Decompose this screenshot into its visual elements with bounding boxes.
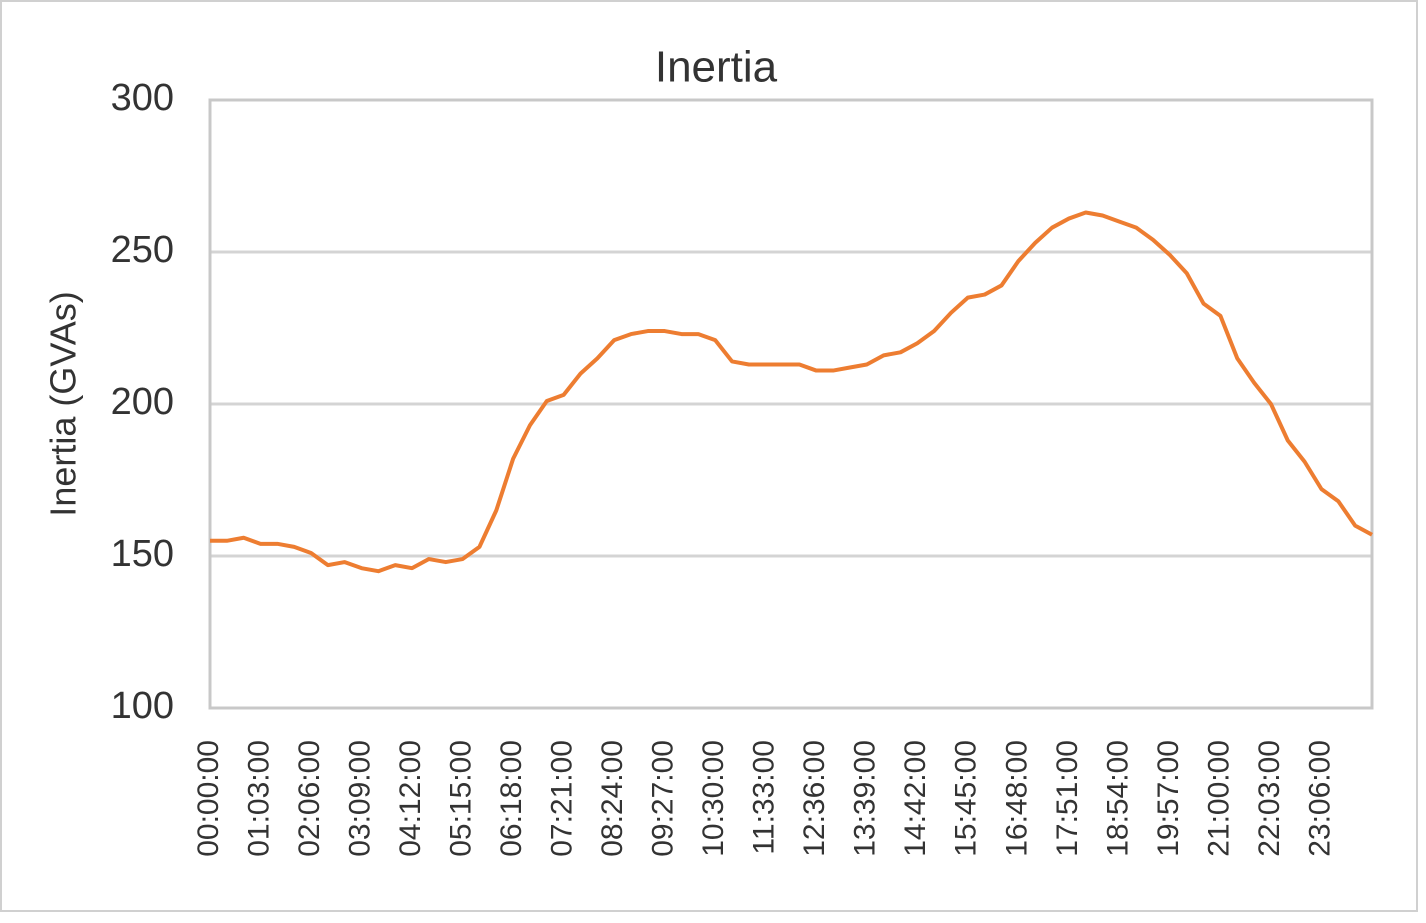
x-tick-label: 17:51:00 bbox=[1051, 740, 1084, 857]
x-tick-label: 14:42:00 bbox=[899, 740, 932, 857]
x-tick-label: 22:03:00 bbox=[1253, 740, 1286, 857]
y-tick-label: 200 bbox=[111, 381, 174, 423]
x-tick-label: 23:06:00 bbox=[1303, 740, 1336, 857]
chart-title: Inertia bbox=[655, 43, 778, 92]
x-tick-label: 15:45:00 bbox=[950, 740, 983, 857]
x-tick-label: 05:15:00 bbox=[445, 740, 478, 857]
x-tick-label: 12:36:00 bbox=[798, 740, 831, 857]
x-tick-label: 10:30:00 bbox=[697, 740, 730, 857]
x-tick-label: 06:18:00 bbox=[495, 740, 528, 857]
x-tick-label: 11:33:00 bbox=[748, 740, 781, 855]
x-tick-label: 01:03:00 bbox=[242, 740, 275, 857]
x-tick-label: 16:48:00 bbox=[1000, 740, 1033, 857]
x-tick-label: 02:06:00 bbox=[293, 740, 326, 857]
y-tick-label: 250 bbox=[111, 229, 174, 271]
y-axis-label: Inertia (GVAs) bbox=[43, 291, 84, 516]
x-tick-label: 08:24:00 bbox=[596, 740, 629, 857]
x-tick-label: 07:21:00 bbox=[546, 740, 579, 857]
y-tick-label: 100 bbox=[111, 685, 174, 727]
x-tick-label: 13:39:00 bbox=[849, 740, 882, 857]
data-line bbox=[210, 210, 1373, 574]
x-tick-label: 18:54:00 bbox=[1101, 740, 1134, 857]
x-tick-label: 04:12:00 bbox=[394, 740, 427, 857]
x-tick-label: 03:09:00 bbox=[343, 740, 376, 857]
x-tick-label: 21:00:00 bbox=[1202, 740, 1235, 857]
plot-border bbox=[208, 98, 1374, 710]
y-tick-label: 300 bbox=[111, 77, 174, 119]
x-tick-label: 19:57:00 bbox=[1152, 740, 1185, 857]
x-tick-label: 00:00:00 bbox=[192, 740, 225, 857]
x-tick-label: 09:27:00 bbox=[647, 740, 680, 857]
y-tick-label: 150 bbox=[111, 533, 174, 575]
